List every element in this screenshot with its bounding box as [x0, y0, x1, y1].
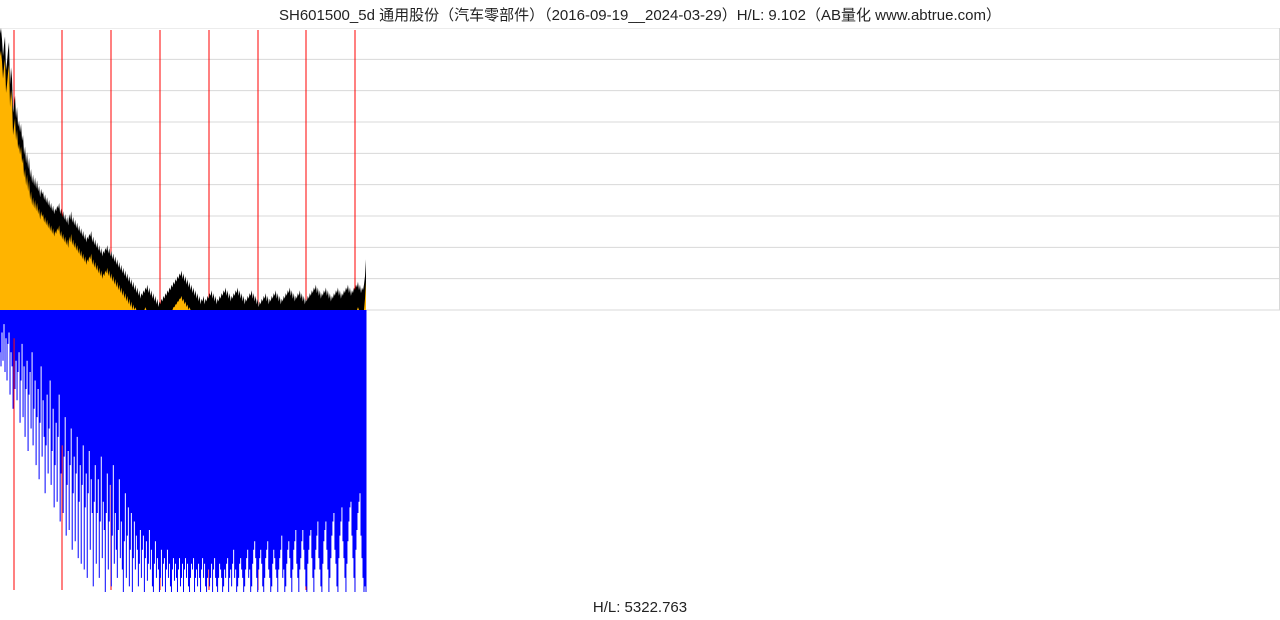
chart-svg — [0, 28, 1280, 592]
chart-footer: H/L: 5322.763 — [0, 599, 1280, 616]
chart-title: SH601500_5d 通用股份（汽车零部件）（2016-09-19__2024… — [0, 4, 1280, 25]
chart-area — [0, 28, 1280, 592]
